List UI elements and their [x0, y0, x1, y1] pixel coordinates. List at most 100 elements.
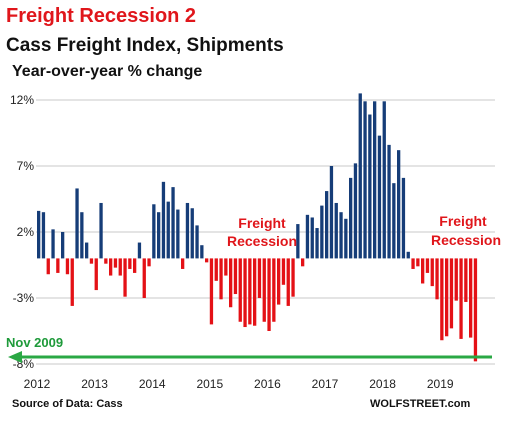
bar: [185, 202, 190, 259]
bar: [137, 242, 142, 259]
bar: [454, 258, 458, 301]
bar: [339, 212, 343, 259]
bar: [445, 258, 449, 337]
bar: [382, 101, 386, 259]
x-tick-label: 2017: [312, 377, 339, 391]
bar: [128, 258, 132, 269]
bar: [464, 258, 468, 302]
bar: [233, 258, 238, 295]
chart-title: Freight Recession 2: [6, 5, 196, 27]
x-tick-label: 2014: [139, 377, 166, 391]
bar: [171, 187, 175, 259]
bar: [80, 212, 84, 259]
bar: [291, 258, 295, 297]
bar: [416, 258, 420, 267]
bar: [272, 258, 276, 322]
x-tick-label: 2015: [196, 377, 223, 391]
bar: [46, 258, 50, 275]
recession-label-1: Freight Recession: [227, 215, 297, 249]
recession-label-1-line1: Freight: [238, 215, 286, 231]
bar: [75, 188, 79, 259]
bar: [363, 101, 367, 259]
bar: [353, 163, 358, 259]
bar: [147, 258, 151, 267]
recession-label-2-line1: Freight: [439, 213, 487, 229]
bar: [70, 258, 74, 306]
source-note: Source of Data: Cass: [12, 398, 123, 410]
bar: [257, 258, 262, 298]
bar: [94, 258, 98, 291]
bar: [281, 258, 286, 285]
bar: [310, 217, 314, 259]
bar: [435, 258, 439, 300]
bar: [243, 258, 247, 328]
bar: [459, 258, 463, 339]
bar: [161, 181, 166, 259]
y-tick-label: -3%: [13, 291, 35, 305]
x-tick-label: 2013: [81, 377, 108, 391]
x-axis-ticks: 2012 2013 2014 2015 2016 2017 2018 2019: [24, 377, 454, 391]
y-tick-label: 7%: [17, 159, 35, 173]
bar: [377, 135, 382, 259]
bar: [440, 258, 444, 341]
nov-2009-label: Nov 2009: [6, 335, 63, 350]
bar: [392, 183, 396, 259]
bar: [65, 258, 70, 275]
bar: [214, 258, 218, 281]
bar: [205, 258, 209, 263]
bar: [329, 166, 334, 259]
bar: [401, 177, 406, 259]
bar: [387, 144, 391, 259]
bar: [305, 214, 310, 259]
bar: [406, 251, 410, 259]
bar: [253, 258, 257, 326]
watermark: WOLFSTREET.com: [370, 398, 470, 410]
y-axis-ticks: 12%7%2%-3%-8%: [10, 93, 34, 371]
y-axis-label: Year-over-year % change: [12, 63, 202, 80]
bar: [296, 224, 300, 259]
nov-2009-arrowhead: [8, 351, 22, 363]
chart-subtitle: Cass Freight Index, Shipments: [6, 35, 284, 56]
bar: [61, 232, 65, 259]
bar: [248, 258, 252, 325]
bar: [425, 258, 430, 273]
bar: [89, 258, 94, 264]
bar: [41, 212, 46, 259]
bar: [195, 225, 199, 259]
bar: [176, 209, 180, 259]
bar: [99, 202, 103, 259]
bar: [190, 208, 194, 259]
bar: [200, 245, 204, 259]
bar: [411, 258, 415, 269]
bar: [142, 258, 146, 298]
bar: [51, 229, 55, 259]
bar: [358, 93, 362, 259]
bar: [209, 258, 214, 325]
bar: [397, 150, 401, 259]
bar: [421, 258, 425, 284]
bar: [320, 205, 324, 259]
bar: [430, 258, 434, 287]
bar: [37, 210, 41, 259]
bar: [157, 212, 161, 259]
bar: [133, 258, 137, 273]
recession-label-2-line2: Recession: [431, 232, 501, 248]
y-tick-label: 12%: [10, 93, 34, 107]
recession-label-2: Freight Recession: [431, 213, 501, 248]
bar: [373, 101, 377, 259]
bar: [267, 258, 271, 331]
bars: [37, 93, 478, 362]
bar: [123, 258, 127, 297]
bar: [152, 204, 156, 259]
bar: [229, 258, 233, 308]
bar: [449, 258, 454, 329]
bar: [325, 191, 329, 259]
bar: [286, 258, 290, 306]
bar: [85, 242, 89, 259]
x-tick-label: 2019: [427, 377, 454, 391]
bar: [166, 201, 170, 259]
bar: [109, 258, 113, 276]
bar: [469, 258, 473, 338]
bar: [368, 114, 372, 259]
